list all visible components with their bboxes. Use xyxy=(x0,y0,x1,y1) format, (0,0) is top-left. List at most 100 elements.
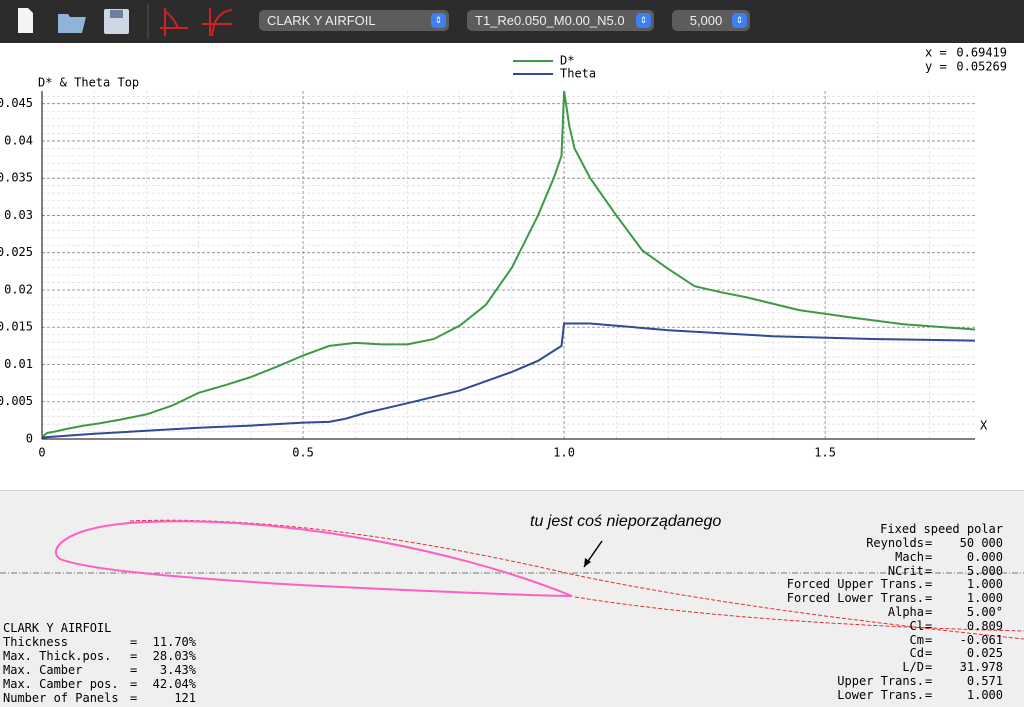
x-tick-label: 0.5 xyxy=(292,446,314,460)
polar-sep: = xyxy=(925,536,933,550)
polar-sep: = xyxy=(925,563,933,578)
wake-upper xyxy=(129,519,1024,640)
legend-label: Theta xyxy=(560,67,596,81)
info-value: 42.04% xyxy=(152,677,196,691)
polar-label: Cl xyxy=(909,618,924,633)
polar-value: 0.000 xyxy=(966,549,1003,564)
info-sep: = xyxy=(130,649,138,663)
polar-value: 0.571 xyxy=(966,674,1003,688)
arrow-head xyxy=(584,558,591,567)
airfoil-panel: tu jest coś nieporządanego CLARK Y AIRFO… xyxy=(0,490,1024,707)
info-sep: = xyxy=(130,691,138,705)
y-tick-label: 0.01 xyxy=(4,357,33,371)
polar-sep: = xyxy=(925,577,933,592)
wake-lower xyxy=(574,596,1024,632)
polar-label: Mach xyxy=(895,549,924,564)
polar-sep: = xyxy=(925,646,933,661)
airfoil-select[interactable]: CLARK Y AIRFOIL ⇕ xyxy=(259,10,449,31)
polar-label: Forced Lower Trans. xyxy=(786,591,924,606)
polar-label: Lower Trans. xyxy=(837,687,924,702)
info-value: 3.43% xyxy=(159,663,196,677)
polar-select[interactable]: T1_Re0.050_M0.00_N5.0 ⇕ xyxy=(467,10,654,31)
info-label: Number of Panels xyxy=(3,691,119,705)
polar-label: Cm xyxy=(909,632,924,647)
info-label: Max. Camber pos. xyxy=(3,677,119,691)
chevron: ⇕ xyxy=(732,13,747,28)
y-tick-label: 0.04 xyxy=(4,133,33,147)
bl-chart: 0 0.005 0.01 0.015 0.02 0.025 0.03 0.035 0.04 0.0… xyxy=(0,43,1024,490)
y-tick-label: 0.025 xyxy=(0,245,33,259)
toolbar-icons xyxy=(18,4,233,39)
polar-sep: = xyxy=(925,687,933,702)
polar-value: 31.978 xyxy=(959,660,1003,675)
polar-sep: = xyxy=(925,591,933,606)
polar-value: -0.061 xyxy=(959,632,1003,647)
polar-value: 1.000 xyxy=(966,591,1003,606)
polar-value: 1.000 xyxy=(966,577,1003,592)
toolbar: CLARK Y AIRFOIL ⇕ T1_Re0.050_M0.00_N5.0 ⇕ … xyxy=(0,0,1024,43)
series-line xyxy=(41,322,976,439)
y-tick-label: 0 xyxy=(26,432,33,446)
info-sep: = xyxy=(130,663,138,677)
select-text: T1_Re0.050_M0.00_N5.0 xyxy=(475,13,625,28)
y-tick-label: 0.045 xyxy=(0,96,33,110)
legend-label: D* xyxy=(560,54,574,68)
airfoil-name: CLARK Y AIRFOIL xyxy=(3,621,112,635)
x-tick-label: 1.0 xyxy=(553,446,575,460)
info-sep: = xyxy=(130,635,138,649)
polar-sep: = xyxy=(925,618,933,633)
airfoil-view xyxy=(0,519,1024,640)
polar-label: Cd xyxy=(909,646,924,661)
y-tick-label: 0.02 xyxy=(4,282,33,296)
y-tick-label: 0.015 xyxy=(0,320,33,334)
opp-select[interactable]: 5,000 ⇕ xyxy=(672,10,750,31)
info-sep: = xyxy=(130,677,138,691)
polar-value: 0.809 xyxy=(966,618,1003,633)
cursor-value: 0.05269 xyxy=(956,60,1007,74)
annotation: tu jest coś nieporządanego xyxy=(530,513,722,530)
x-axis-title: X xyxy=(980,419,988,433)
polar-sep: = xyxy=(925,660,933,675)
chevron: ⇕ xyxy=(431,13,446,28)
info-value: 121 xyxy=(174,691,196,705)
polar-sep: = xyxy=(925,632,933,647)
cursor-label: x = xyxy=(925,46,947,60)
polar-label: Forced Upper Trans. xyxy=(786,577,924,592)
polar-sep: = xyxy=(925,674,933,688)
cursor-value: 0.69419 xyxy=(956,46,1007,60)
new-icon[interactable] xyxy=(18,8,33,33)
select-text: CLARK Y AIRFOIL xyxy=(267,13,376,28)
polar-value: 5.00° xyxy=(966,605,1003,619)
open-icon[interactable] xyxy=(58,14,86,33)
select-text: 5,000 xyxy=(689,13,723,28)
polar-label: Upper Trans. xyxy=(837,674,924,688)
x-tick-label: 0 xyxy=(38,446,45,460)
polar-sep: = xyxy=(925,549,933,564)
y-axis-title: D* & Theta Top xyxy=(38,76,139,90)
airfoil-outline xyxy=(55,520,573,597)
polar-value: 5.000 xyxy=(966,563,1003,578)
info-label: Max. Camber xyxy=(3,663,83,677)
polar-label: Alpha xyxy=(887,605,924,619)
save-detail xyxy=(110,10,123,18)
polar-title: Fixed speed polar xyxy=(880,522,1003,536)
polar-value: 0.025 xyxy=(966,646,1003,661)
y-tick-label: 0.005 xyxy=(0,394,33,408)
series-line xyxy=(41,90,976,438)
info-label: Max. Thick.pos. xyxy=(3,649,112,663)
chevron: ⇕ xyxy=(636,13,651,28)
x-tick-label: 1.5 xyxy=(814,446,836,460)
polar-label: NCrit xyxy=(887,563,924,578)
polar-value: 50 000 xyxy=(959,536,1003,550)
polar-sep: = xyxy=(925,605,933,619)
y-tick-label: 0.03 xyxy=(4,208,33,222)
cp-icon[interactable] xyxy=(202,8,233,37)
y-tick-label: 0.035 xyxy=(0,171,33,185)
bl-icon[interactable] xyxy=(160,8,188,36)
info-value: 28.03% xyxy=(152,649,196,663)
polar-label: Reynolds xyxy=(866,536,924,550)
info-label: Thickness xyxy=(3,635,69,649)
polar-label: L/D xyxy=(902,660,924,675)
info-value: 11.70% xyxy=(152,635,196,649)
